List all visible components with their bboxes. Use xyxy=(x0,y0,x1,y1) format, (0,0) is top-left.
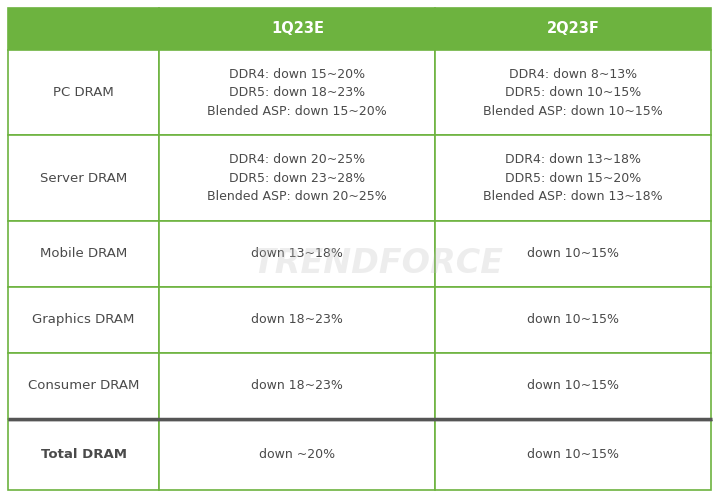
Text: down 10~15%: down 10~15% xyxy=(527,248,619,260)
Bar xyxy=(436,221,711,287)
Bar xyxy=(8,419,159,490)
Bar xyxy=(159,135,436,221)
Text: down 18~23%: down 18~23% xyxy=(251,313,343,326)
Bar xyxy=(8,8,159,50)
Bar xyxy=(436,8,711,50)
Text: DDR4: down 20~25%
DDR5: down 23~28%
Blended ASP: down 20~25%: DDR4: down 20~25% DDR5: down 23~28% Blen… xyxy=(207,153,387,203)
Bar xyxy=(436,353,711,419)
Text: PC DRAM: PC DRAM xyxy=(53,86,114,99)
Bar xyxy=(436,419,711,490)
Bar xyxy=(159,8,436,50)
Bar xyxy=(159,353,436,419)
Bar xyxy=(8,353,159,419)
Text: DDR4: down 13~18%
DDR5: down 15~20%
Blended ASP: down 13~18%: DDR4: down 13~18% DDR5: down 15~20% Blen… xyxy=(484,153,663,203)
Text: 2Q23F: 2Q23F xyxy=(547,21,600,36)
Text: down 10~15%: down 10~15% xyxy=(527,379,619,392)
Bar xyxy=(159,50,436,135)
Text: down 13~18%: down 13~18% xyxy=(251,248,343,260)
Text: Graphics DRAM: Graphics DRAM xyxy=(32,313,135,326)
Text: 1Q23E: 1Q23E xyxy=(271,21,324,36)
Text: down 18~23%: down 18~23% xyxy=(251,379,343,392)
Bar xyxy=(436,50,711,135)
Bar xyxy=(8,287,159,353)
Bar xyxy=(8,135,159,221)
Text: TRENDFORCE: TRENDFORCE xyxy=(253,248,503,280)
Bar xyxy=(159,287,436,353)
Text: Mobile DRAM: Mobile DRAM xyxy=(40,248,127,260)
Bar xyxy=(159,419,436,490)
Text: DDR4: down 8~13%
DDR5: down 10~15%
Blended ASP: down 10~15%: DDR4: down 8~13% DDR5: down 10~15% Blend… xyxy=(483,68,663,118)
Text: Server DRAM: Server DRAM xyxy=(40,172,127,185)
Text: down 10~15%: down 10~15% xyxy=(527,313,619,326)
Bar xyxy=(8,50,159,135)
Text: Total DRAM: Total DRAM xyxy=(40,448,127,461)
Bar xyxy=(8,221,159,287)
Bar xyxy=(159,221,436,287)
Bar xyxy=(436,135,711,221)
Text: down ~20%: down ~20% xyxy=(259,448,336,461)
Text: Consumer DRAM: Consumer DRAM xyxy=(28,379,140,392)
Text: down 10~15%: down 10~15% xyxy=(527,448,619,461)
Bar xyxy=(436,287,711,353)
Text: DDR4: down 15~20%
DDR5: down 18~23%
Blended ASP: down 15~20%: DDR4: down 15~20% DDR5: down 18~23% Blen… xyxy=(207,68,387,118)
